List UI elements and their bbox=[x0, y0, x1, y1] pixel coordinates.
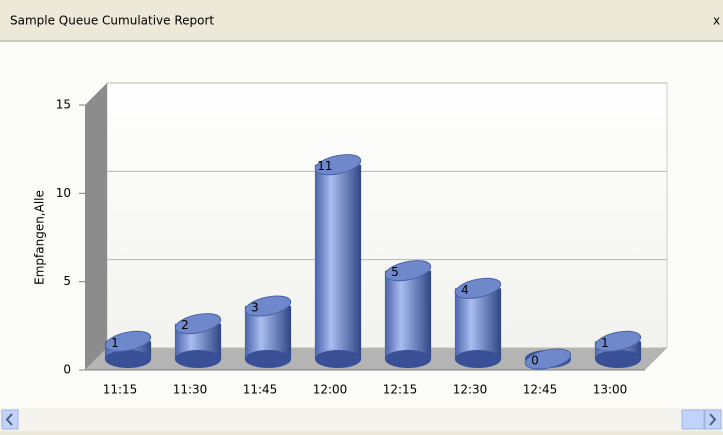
bar-bottom bbox=[314, 350, 362, 368]
bar-bottom bbox=[384, 350, 432, 368]
bar bbox=[384, 260, 432, 368]
scroll-right[interactable] bbox=[704, 409, 722, 430]
x-tick-label: 12:00 bbox=[313, 383, 348, 397]
y-axis-label: Empfangen,Alle bbox=[33, 190, 47, 285]
data-label: 3 bbox=[251, 301, 259, 315]
scroll-left[interactable] bbox=[1, 409, 19, 430]
bar-bottom bbox=[594, 350, 642, 368]
bar bbox=[594, 330, 642, 368]
data-label: 1 bbox=[601, 336, 609, 350]
close-button[interactable]: x bbox=[713, 14, 720, 28]
y-tick-label: 15 bbox=[56, 98, 71, 112]
bar-top bbox=[384, 260, 432, 282]
bar bbox=[174, 313, 222, 368]
bar bbox=[314, 154, 362, 368]
bar bbox=[524, 348, 572, 370]
bar-top bbox=[524, 348, 572, 370]
bar bbox=[454, 277, 502, 368]
data-label: 5 bbox=[391, 265, 399, 279]
scrollbar bbox=[0, 408, 723, 431]
bar-top bbox=[244, 295, 292, 317]
bar-bottom bbox=[174, 350, 222, 368]
scroll-thumb[interactable] bbox=[681, 409, 705, 430]
bar-top bbox=[594, 330, 642, 352]
title-bar bbox=[0, 0, 723, 42]
bar-body bbox=[454, 288, 502, 359]
bar-top bbox=[104, 330, 152, 352]
scroll-right-arrow bbox=[709, 413, 717, 426]
bar-body bbox=[384, 270, 432, 359]
x-tick-label: 12:45 bbox=[523, 383, 558, 397]
x-tick-label: 11:30 bbox=[173, 383, 208, 397]
left-wall bbox=[85, 83, 107, 370]
bar-bottom bbox=[104, 350, 152, 368]
y-tick-label: 5 bbox=[63, 274, 71, 288]
x-tick-label: 11:15 bbox=[103, 383, 138, 397]
data-label: 2 bbox=[181, 318, 189, 332]
bar-bottom bbox=[454, 350, 502, 368]
data-label: 4 bbox=[461, 283, 469, 297]
bar bbox=[244, 295, 292, 368]
y-tick-label: 0 bbox=[63, 363, 71, 377]
data-label: 1 bbox=[111, 336, 119, 350]
bar bbox=[104, 330, 152, 368]
x-tick-label: 11:45 bbox=[243, 383, 278, 397]
x-tick-label: 13:00 bbox=[593, 383, 628, 397]
x-tick-label: 12:15 bbox=[383, 383, 418, 397]
window-title: Sample Queue Cumulative Report bbox=[10, 14, 214, 28]
y-tick-label: 10 bbox=[56, 186, 71, 200]
bar-body bbox=[314, 164, 362, 359]
data-label: 11 bbox=[317, 159, 332, 173]
x-tick-label: 12:30 bbox=[453, 383, 488, 397]
bar-top bbox=[454, 277, 502, 299]
data-label: 0 bbox=[531, 354, 539, 368]
scroll-left-arrow bbox=[5, 413, 13, 426]
bar-bottom bbox=[244, 350, 292, 368]
bar-top bbox=[174, 313, 222, 335]
floor bbox=[85, 348, 667, 370]
bar-top bbox=[314, 154, 362, 176]
